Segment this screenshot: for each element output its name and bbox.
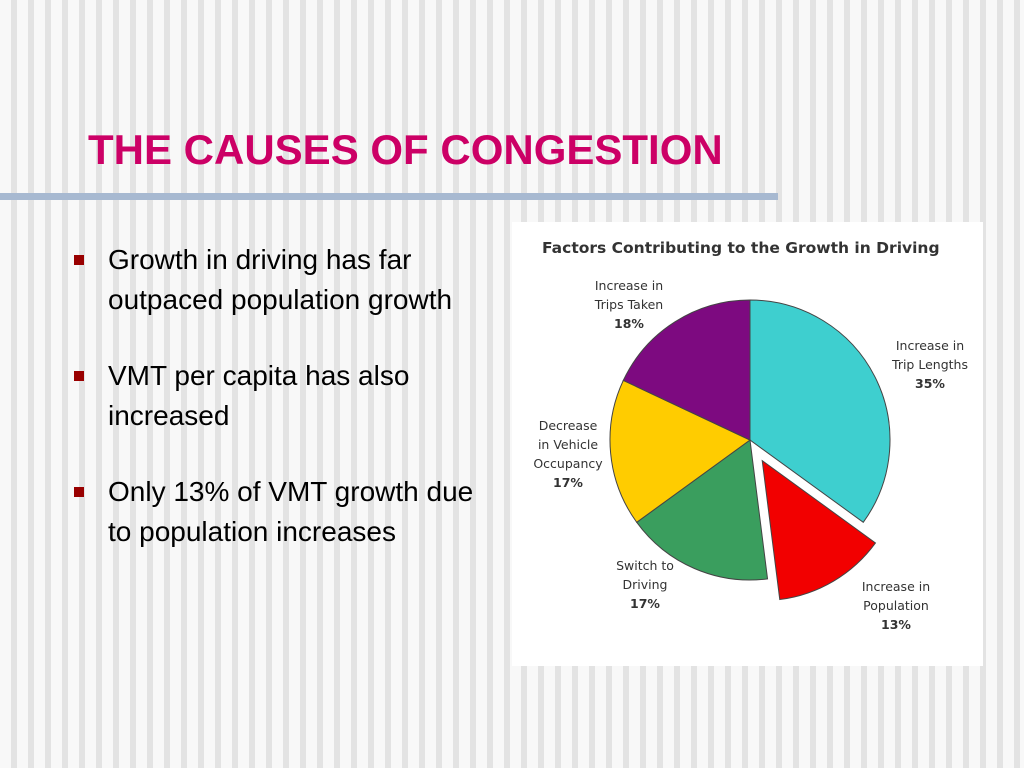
slice-label: Decrease in Vehicle Occupancy 17% bbox=[533, 418, 603, 490]
pie-slice bbox=[609, 379, 751, 523]
slice-name-label: Trip Lengths bbox=[891, 357, 968, 372]
slice-percent-label: 35% bbox=[915, 376, 945, 391]
slice-name-label: Driving bbox=[623, 577, 668, 592]
chart-title: Factors Contributing to the Growth in Dr… bbox=[542, 239, 940, 257]
pie-slice bbox=[636, 439, 769, 581]
bullet-item: VMT per capita has also increased bbox=[72, 356, 492, 436]
bullet-text: Growth in driving has far outpaced popul… bbox=[108, 244, 453, 315]
slice-percent-label: 17% bbox=[630, 596, 660, 611]
slice-percent-label: 17% bbox=[553, 475, 583, 490]
pie-chart-panel: Factors Contributing to the Growth in Dr… bbox=[512, 222, 983, 666]
slice-label: Increase in Trips Taken 18% bbox=[594, 278, 663, 331]
pie-slice bbox=[749, 299, 891, 523]
slice-name-label: Increase in bbox=[862, 579, 930, 594]
slice-label: Increase in Trip Lengths 35% bbox=[891, 338, 968, 391]
slice-label: Switch to Driving 17% bbox=[616, 558, 674, 611]
slice-name-label: Increase in bbox=[896, 338, 964, 353]
slice-name-label: Decrease bbox=[539, 418, 598, 433]
bullet-item: Only 13% of VMT growth due to population… bbox=[72, 472, 492, 552]
slice-name-label: Switch to bbox=[616, 558, 674, 573]
slice-name-label: Population bbox=[863, 598, 929, 613]
title-divider bbox=[0, 193, 778, 200]
bullet-text: Only 13% of VMT growth due to population… bbox=[108, 476, 474, 547]
slice-label: Increase in Population 13% bbox=[862, 579, 930, 632]
pie-slice bbox=[622, 299, 751, 441]
bullet-square-icon bbox=[74, 487, 84, 497]
slice-percent-label: 18% bbox=[614, 316, 644, 331]
bullet-square-icon bbox=[74, 371, 84, 381]
bullet-item: Growth in driving has far outpaced popul… bbox=[72, 240, 492, 320]
slice-name-label: Increase in bbox=[595, 278, 663, 293]
pie-slice bbox=[761, 459, 877, 601]
bullet-text: VMT per capita has also increased bbox=[108, 360, 410, 431]
slice-name-label: Occupancy bbox=[533, 456, 603, 471]
pie-chart: Factors Contributing to the Growth in Dr… bbox=[533, 239, 968, 632]
slide-title: THE CAUSES OF CONGESTION bbox=[88, 126, 723, 173]
bullet-square-icon bbox=[74, 255, 84, 265]
slice-name-label: Trips Taken bbox=[594, 297, 663, 312]
bullet-list: Growth in driving has far outpaced popul… bbox=[72, 240, 492, 588]
slice-percent-label: 13% bbox=[881, 617, 911, 632]
slice-name-label: in Vehicle bbox=[538, 437, 598, 452]
